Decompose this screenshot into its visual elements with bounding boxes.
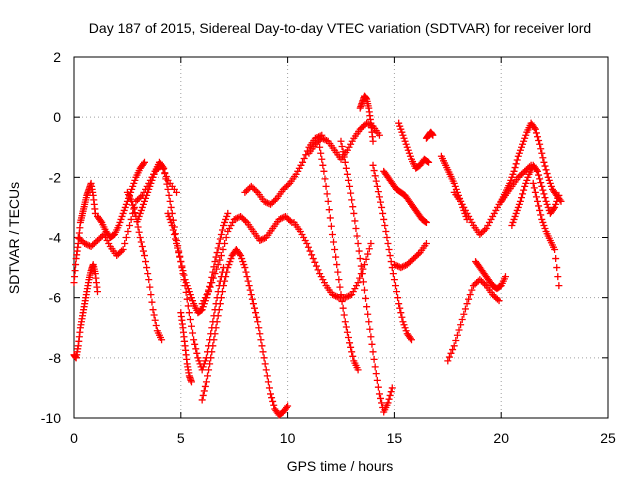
y-tick-label: -8 — [49, 350, 62, 366]
x-tick-label: 5 — [177, 430, 185, 446]
grid — [74, 57, 608, 418]
series-arc24 — [444, 276, 503, 365]
series-arc26 — [497, 119, 565, 205]
x-tick-label: 25 — [600, 430, 616, 446]
series-arc21 — [422, 128, 437, 142]
series-arc20 — [395, 119, 433, 172]
axis-ticks: 0 5 10 15 20 25 -10 -8 -6 -4 -2 0 2 — [41, 49, 616, 446]
series-arc19 — [390, 240, 430, 272]
data-point-markers — [529, 179, 563, 290]
series-arc7 — [164, 209, 228, 374]
series-arc12 — [290, 218, 375, 302]
data-point-markers — [316, 143, 362, 374]
x-tick-label: 0 — [70, 430, 78, 446]
series-arc17 — [369, 161, 415, 344]
series-arc13 — [305, 119, 383, 163]
series-arc8 — [177, 309, 195, 386]
data-point-markers — [198, 212, 296, 308]
data-point-markers — [472, 258, 509, 293]
series-arc10 — [198, 212, 296, 308]
series-arc16 — [356, 92, 377, 145]
y-tick-label: 2 — [53, 49, 61, 65]
x-tick-label: 10 — [280, 430, 296, 446]
x-tick-label: 20 — [493, 430, 509, 446]
plot-frame — [73, 56, 609, 419]
data-point-markers — [390, 240, 430, 272]
data-point-markers — [395, 119, 433, 172]
series-arc27 — [508, 161, 563, 229]
y-axis-label: SDTVAR / TECUs — [6, 182, 22, 294]
data-point-markers — [356, 92, 377, 145]
y-tick-label: -10 — [41, 410, 61, 426]
series-arc14 — [316, 143, 362, 374]
y-tick-label: -6 — [49, 290, 62, 306]
data-point-markers — [337, 137, 396, 416]
data-point-markers — [497, 119, 565, 205]
x-tick-label: 15 — [387, 430, 403, 446]
series-arc15 — [337, 137, 396, 416]
chart-title: Day 187 of 2015, Sidereal Day-to-day VTE… — [89, 20, 591, 36]
data-point-markers — [198, 246, 292, 419]
series-arc9 — [198, 246, 292, 419]
x-axis-label: GPS time / hours — [287, 458, 394, 474]
series-arc2 — [70, 261, 101, 362]
series-arc11 — [241, 131, 326, 208]
series-arc5 — [123, 188, 166, 344]
data-point-markers — [241, 131, 326, 208]
data-point-markers — [305, 119, 383, 163]
data-point-markers — [164, 209, 228, 374]
data-point-markers — [444, 276, 503, 365]
data-point-markers — [70, 261, 101, 362]
data-point-markers — [290, 218, 375, 302]
y-tick-label: -2 — [49, 169, 62, 185]
data-point-markers — [177, 309, 195, 386]
series-arc25 — [472, 258, 509, 293]
data-point-markers — [422, 128, 437, 142]
data-point-markers — [123, 188, 166, 344]
y-tick-label: -4 — [49, 230, 62, 246]
data-point-markers — [380, 167, 430, 226]
y-tick-label: 0 — [53, 109, 61, 125]
data-point-markers — [369, 161, 415, 344]
data-point-markers — [508, 161, 563, 229]
series-arc18 — [380, 167, 430, 226]
series-arc28 — [529, 179, 563, 290]
data-points — [70, 92, 565, 419]
